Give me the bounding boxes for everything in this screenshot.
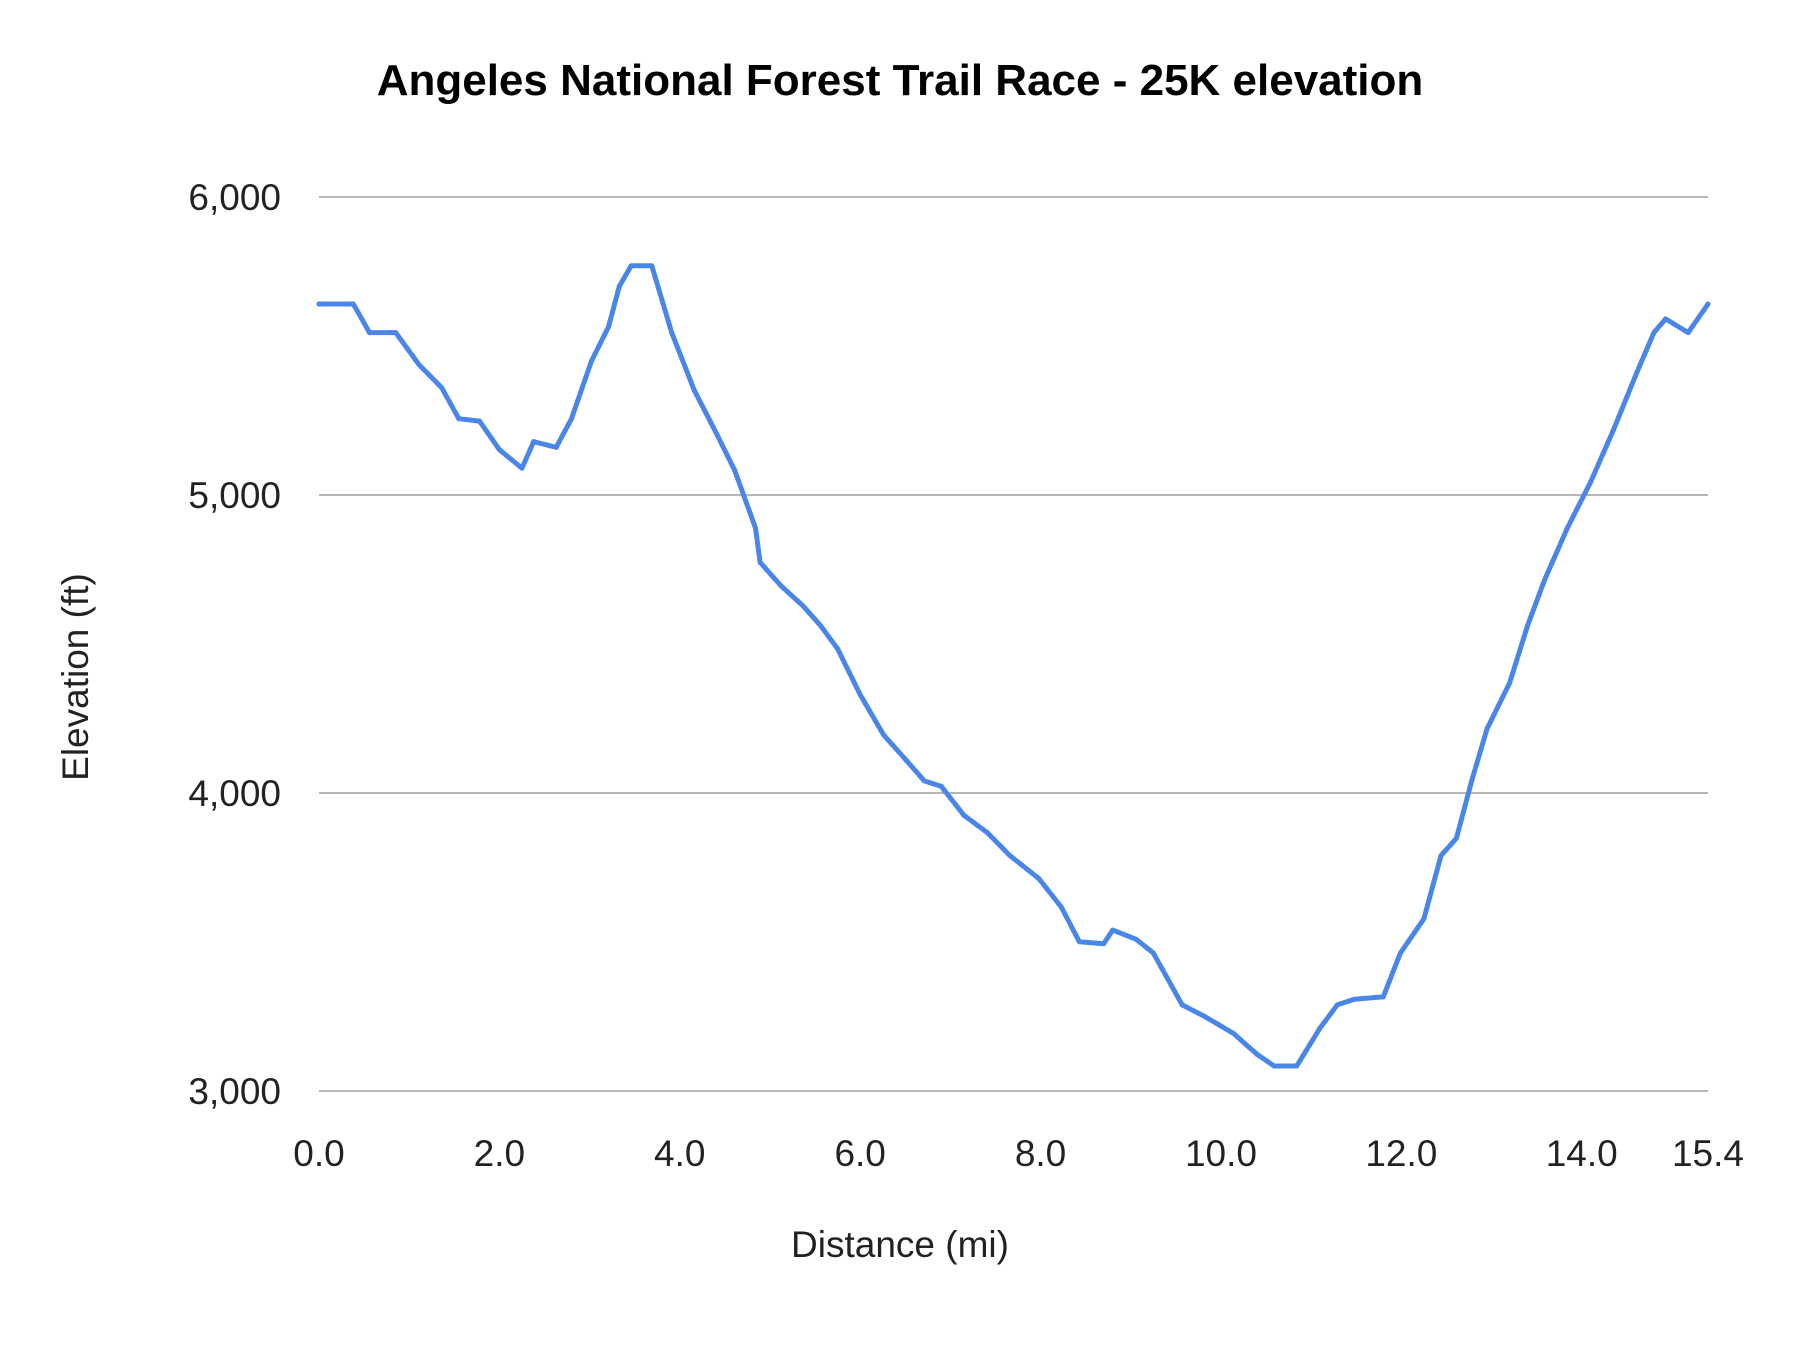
data-point (649, 263, 655, 269)
data-point (1634, 370, 1640, 376)
data-point (669, 330, 675, 336)
data-point (1036, 876, 1042, 882)
data-point (1421, 916, 1427, 922)
data-point (628, 263, 634, 269)
data-point (1110, 927, 1116, 933)
data-point (835, 646, 841, 652)
data-point (1007, 853, 1013, 859)
data-point (531, 439, 537, 445)
data-point (961, 812, 967, 818)
data-point (553, 444, 559, 450)
data-point (757, 559, 763, 565)
data-point (1610, 427, 1616, 433)
data-point (616, 283, 622, 289)
x-tick-label: 15.4 (1672, 1133, 1744, 1174)
data-point (477, 418, 483, 424)
data-point (1076, 939, 1082, 945)
data-point (367, 330, 373, 336)
data-point (1058, 904, 1064, 910)
x-tick-label: 6.0 (834, 1133, 885, 1174)
y-tick-label: 4,000 (188, 773, 281, 814)
data-point (1651, 330, 1657, 336)
data-point (1254, 1051, 1260, 1057)
data-point (1469, 778, 1475, 784)
data-point (569, 416, 575, 422)
chart-title: Angeles National Forest Trail Race - 25K… (377, 56, 1424, 105)
data-point (496, 447, 502, 453)
x-axis-title: Distance (mi) (791, 1224, 1009, 1265)
data-point (393, 330, 399, 336)
data-point (1202, 1014, 1208, 1019)
elevation-line (316, 263, 1711, 1069)
data-point (715, 433, 721, 439)
data-point (1453, 835, 1459, 841)
data-point (1380, 994, 1386, 1000)
y-tick-label: 6,000 (188, 177, 281, 218)
data-point (1663, 316, 1669, 322)
x-tick-label: 14.0 (1546, 1133, 1618, 1174)
data-point (606, 324, 612, 330)
data-point (416, 362, 422, 368)
data-point (921, 778, 927, 784)
data-point (800, 603, 806, 609)
data-point (881, 732, 887, 738)
data-point (1507, 680, 1513, 686)
series-group (316, 263, 1711, 1069)
data-point (1525, 623, 1531, 629)
data-point (1564, 525, 1570, 531)
data-point (1179, 1002, 1185, 1008)
x-tick-label: 8.0 (1015, 1133, 1066, 1174)
y-tick-label: 5,000 (188, 475, 281, 516)
data-point (1484, 726, 1490, 732)
x-tick-labels: 0.0 2.0 4.0 6.0 8.0 10.0 12.0 14.0 15.4 (293, 1133, 1744, 1174)
data-point (588, 358, 594, 364)
y-axis-title: Elevation (ft) (55, 573, 96, 781)
data-point (984, 830, 990, 836)
data-point (1542, 577, 1548, 583)
data-point (903, 757, 909, 763)
gridlines (319, 196, 1708, 1092)
data-point (691, 387, 697, 393)
data-point (817, 623, 823, 629)
y-tick-labels: 3,000 4,000 5,000 6,000 (188, 177, 281, 1112)
data-point (1150, 950, 1156, 956)
data-point (1294, 1063, 1300, 1069)
data-point (1334, 1002, 1340, 1008)
data-point (1133, 936, 1139, 942)
x-tick-label: 10.0 (1185, 1133, 1257, 1174)
x-tick-label: 0.0 (293, 1133, 344, 1174)
data-point (857, 692, 863, 698)
data-point (1397, 950, 1403, 956)
data-point (732, 468, 738, 474)
data-point (1588, 479, 1594, 485)
data-point (1231, 1030, 1237, 1036)
data-point (1271, 1063, 1277, 1069)
data-point (1438, 853, 1444, 859)
x-tick-label: 12.0 (1365, 1133, 1437, 1174)
x-tick-label: 2.0 (474, 1133, 525, 1174)
data-point (1101, 941, 1107, 947)
data-point (938, 783, 944, 789)
data-point (350, 301, 356, 307)
y-tick-label: 3,000 (188, 1071, 281, 1112)
data-point (1685, 330, 1691, 336)
data-point (439, 385, 445, 391)
data-point (456, 416, 462, 422)
data-point (1705, 301, 1711, 307)
data-point (1351, 996, 1357, 1002)
data-point (753, 525, 759, 531)
data-point (519, 465, 525, 471)
data-point (316, 301, 322, 307)
data-point (1317, 1025, 1323, 1031)
data-point (778, 583, 784, 589)
x-tick-label: 4.0 (654, 1133, 705, 1174)
